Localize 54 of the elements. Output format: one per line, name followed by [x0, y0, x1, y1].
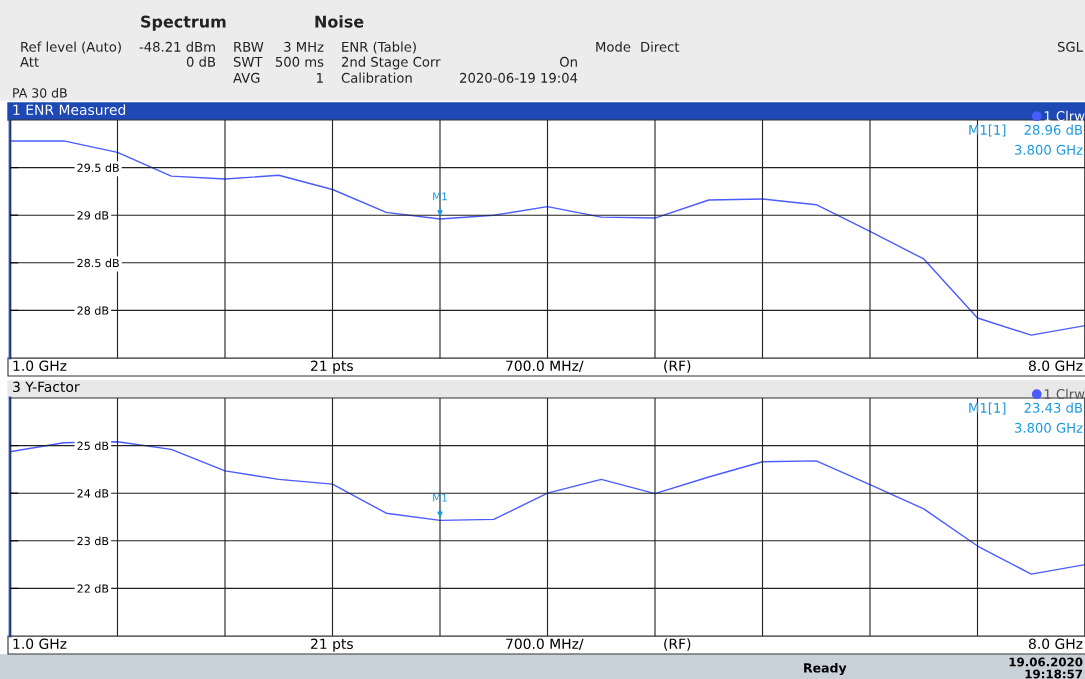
text: SWT [233, 56, 263, 67]
text: 0 dB [186, 56, 216, 67]
y-tick-label: 22 dB [77, 584, 109, 593]
text: Mode [596, 41, 631, 52]
y-tick-label: 23 dB [77, 536, 109, 546]
text: 2nd Stage Corr [341, 56, 441, 70]
y-tick-label: 28 dB [77, 306, 109, 315]
legend-label: 1 Clrw [1044, 110, 1085, 122]
text: -48.21 dBm [139, 41, 215, 52]
text: 8.0 GHz [1028, 638, 1083, 650]
chart-title: 3 Y-Factor [13, 381, 80, 393]
text: On [559, 56, 577, 67]
text: (RF) [664, 360, 691, 373]
text: AVG [233, 72, 260, 83]
text: 1.0 GHz [13, 638, 67, 650]
text: 8.0 GHz [1028, 360, 1083, 372]
legend-label: 1 Clrw [1044, 388, 1085, 400]
line-series [10, 140, 1085, 336]
annotation: M1 [433, 493, 447, 502]
annotation: M1 [433, 192, 447, 201]
text: 1.0 GHz [13, 360, 67, 372]
text: 3 MHz [284, 41, 324, 52]
text: (RF) [664, 638, 691, 651]
annotation: 23.43 dB [1024, 402, 1083, 413]
text: 2020-06-19 19:04 [460, 72, 578, 83]
text: 19.06.2020 [1009, 657, 1083, 667]
text: SGL [1057, 41, 1083, 52]
text: Noise [315, 15, 364, 28]
annotation: 3.800 GHz [1014, 422, 1083, 433]
text: 700.0 MHz/ [506, 360, 584, 373]
annotation: 28.96 dB [1024, 124, 1083, 135]
text: ENR (Table) [342, 41, 416, 54]
y-tick-label: 29 dB [77, 210, 109, 220]
text: 1 [317, 73, 323, 83]
y-tick-label: 24 dB [77, 488, 109, 498]
text: RBW [234, 42, 264, 52]
text: 21 pts [311, 638, 353, 652]
text: Att [20, 57, 39, 67]
y-tick-label: 29.5 dB [77, 163, 119, 172]
text: 19:18:57 [1025, 669, 1083, 679]
text: 21 pts [311, 360, 353, 374]
y-tick-label: 28.5 dB [77, 258, 119, 268]
text: Ready [804, 662, 847, 676]
annotation: 3.800 GHz [1014, 144, 1083, 155]
text: Spectrum [141, 15, 226, 31]
text: Ref level (Auto) [21, 41, 121, 54]
line-series [10, 441, 1085, 575]
text: 500 ms [275, 56, 324, 67]
text: Calibration [341, 72, 412, 83]
text: 700.0 MHz/ [506, 638, 584, 651]
chart-title: 1 ENR Measured [13, 104, 126, 116]
text: Direct [641, 41, 680, 52]
text: PA 30 dB [13, 87, 67, 98]
y-tick-label: 25 dB [77, 441, 109, 450]
